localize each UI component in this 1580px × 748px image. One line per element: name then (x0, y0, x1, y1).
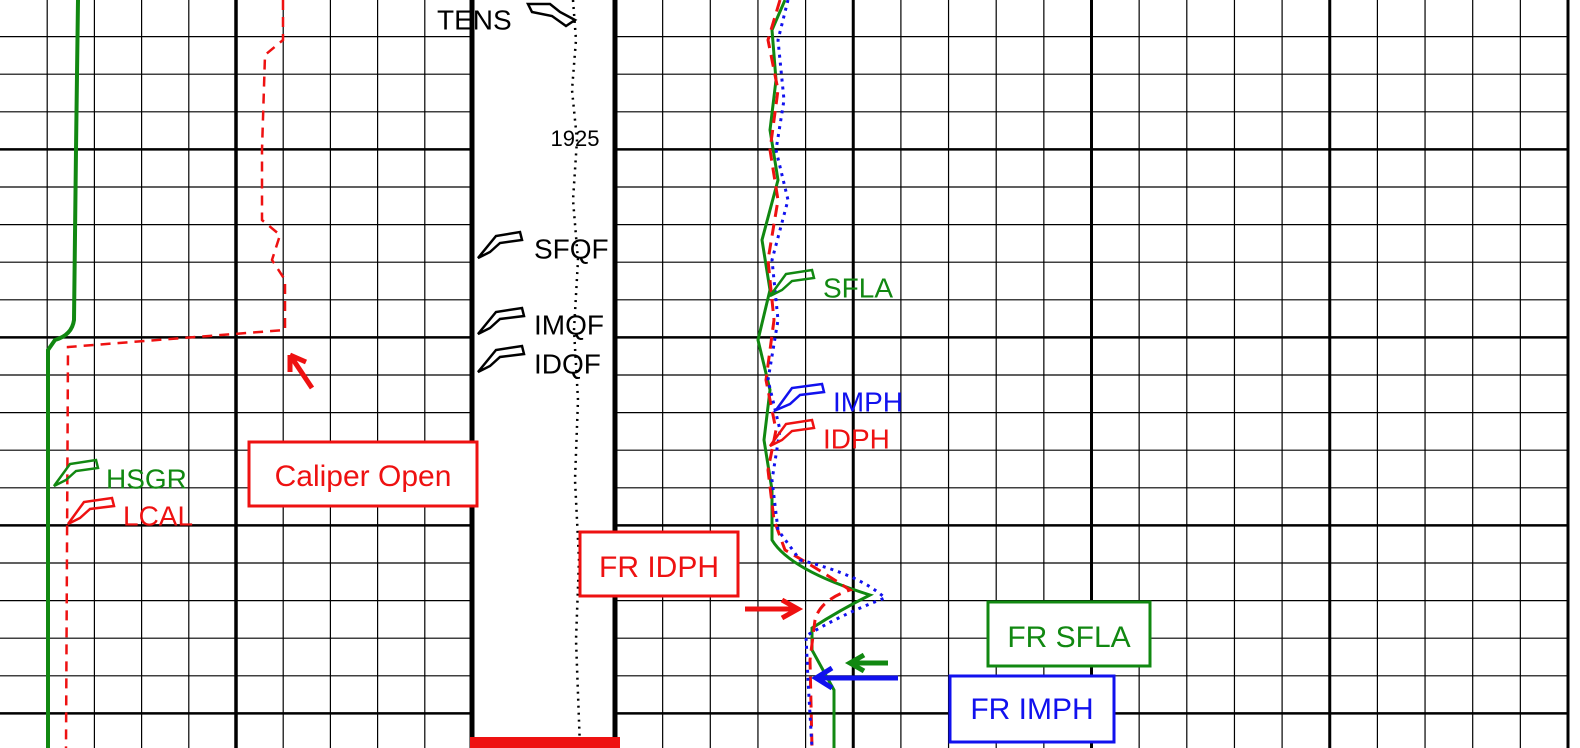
curve-label: IDPH (823, 423, 890, 454)
lcal-curve (64, 0, 287, 748)
annotation-text: FR IMPH (970, 693, 1093, 726)
depth-label: 1925 (551, 126, 600, 151)
annotation-text: Caliper Open (275, 460, 452, 493)
sfla-curve (756, 0, 874, 748)
flag (477, 344, 526, 374)
curve-label: SFLA (823, 272, 893, 303)
marker-bar (470, 737, 620, 748)
flags (52, 2, 826, 526)
fr-sfla-arrow (844, 652, 888, 674)
annotation-box (948, 674, 1116, 744)
idph-curve (764, 0, 854, 748)
annotation-text: FR IDPH (599, 551, 719, 584)
curve-label: TENS (437, 4, 512, 35)
flag-label: IMQF (534, 309, 604, 340)
annotation-box (247, 440, 479, 508)
fr-imph-arrow (811, 665, 898, 691)
flag-label: SFQF (534, 233, 609, 264)
curve-label: IMPH (833, 386, 903, 417)
hsgr-curve (46, 0, 80, 748)
imph-curve (766, 0, 888, 748)
curve-label: HSGR (106, 463, 187, 494)
flag (66, 496, 116, 526)
caliper-arrow (287, 352, 315, 390)
flag (52, 458, 100, 488)
flag-label: IDQF (534, 348, 601, 379)
flag (525, 2, 578, 28)
curve-label: LCAL (123, 500, 193, 531)
fr-idph-arrow (745, 597, 804, 621)
flag (772, 382, 826, 413)
flag (477, 306, 526, 336)
flag (768, 268, 816, 298)
annotation-text: FR SFLA (1007, 621, 1130, 654)
annotation-box (578, 530, 740, 598)
flag (768, 418, 816, 448)
flag (477, 230, 524, 260)
annotation-box (986, 600, 1152, 668)
